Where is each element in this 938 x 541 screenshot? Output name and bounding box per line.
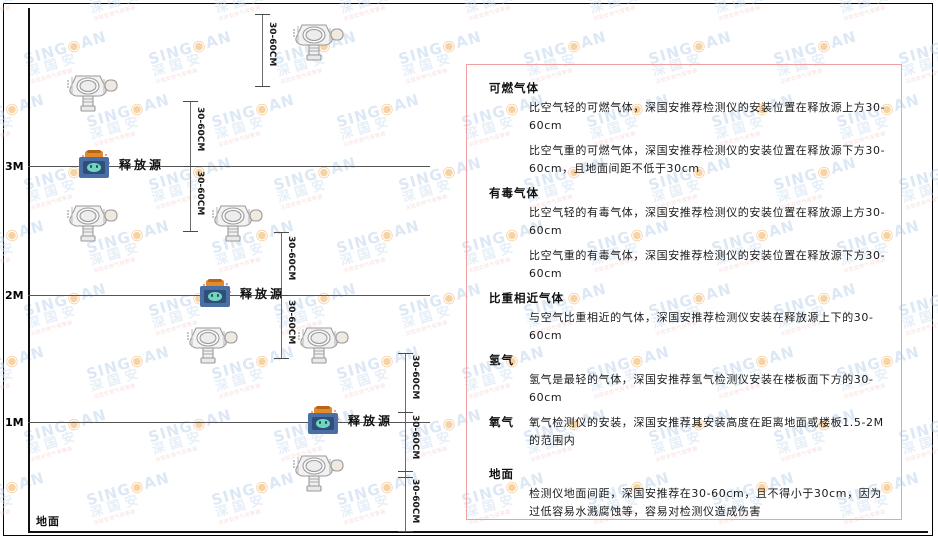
level-line-1m — [28, 422, 430, 423]
dimension-label: 30-60CM — [410, 479, 420, 524]
release-source-icon — [78, 150, 110, 178]
panel-section-title: 氧气 — [489, 415, 514, 429]
panel-section-paragraph: 与空气比重相近的气体，深国安推荐检测仪安装在释放源上下的30-60cm — [529, 311, 874, 342]
release-source-2m: 释放源 — [199, 279, 285, 307]
dimension-label: 30-60CM — [195, 107, 205, 152]
gas-detector-icon — [297, 322, 353, 366]
panel-section: 比重相近气体与空气比重相近的气体，深国安推荐检测仪安装在释放源上下的30-60c… — [481, 290, 887, 345]
dimension-label: 30-60CM — [410, 355, 420, 400]
ground-axis — [28, 531, 928, 533]
dimension-label: 30-60CM — [286, 300, 296, 345]
dimension-label: 30-60CM — [195, 171, 205, 216]
dimension-label: 30-60CM — [286, 236, 296, 281]
panel-section: 可燃气体比空气轻的可燃气体，深国安推荐检测仪的安装位置在释放源上方30-60cm… — [481, 80, 887, 178]
panel-section: 地面检测仪地面间距，深国安推荐在30-60cm，且不得小于30cm，因为过低容易… — [481, 466, 887, 521]
panel-section: 氧气 氧气检测仪的安装，深国安推荐其安装高度在距离地面或楼板1.5-2M的范围内 — [481, 414, 887, 450]
panel-section-paragraph: 氢气是最轻的气体，深国安推荐氢气检测仪安装在楼板面下方的30-60cm — [529, 373, 874, 404]
level-label-1m: 1M — [5, 416, 24, 429]
release-source-3m: 释放源 — [78, 150, 164, 178]
release-source-label: 释放源 — [240, 286, 286, 301]
vertical-axis — [28, 8, 30, 532]
dimension-label: 30-60CM — [410, 415, 420, 460]
gas-detector-icon — [66, 70, 122, 114]
panel-section-paragraph: 检测仪地面间距，深国安推荐在30-60cm，且不得小于30cm，因为过低容易水溅… — [529, 487, 882, 518]
release-source-icon — [199, 279, 231, 307]
gas-detector-icon — [292, 19, 348, 63]
panel-section-title: 比重相近气体 — [489, 291, 564, 305]
release-source-1m: 释放源 — [307, 406, 393, 434]
gas-detector-icon — [186, 322, 242, 366]
level-line-3m — [28, 166, 430, 167]
gas-detector-icon — [66, 200, 122, 244]
panel-section: 氢气氢气是最轻的气体，深国安推荐氢气检测仪安装在楼板面下方的30-60cm — [481, 352, 887, 407]
panel-section-title: 有毒气体 — [489, 186, 539, 200]
panel-section-paragraph: 比空气轻的可燃气体，深国安推荐检测仪的安装位置在释放源上方30-60cm — [529, 101, 886, 132]
outer-frame — [3, 3, 933, 536]
gas-detector-icon — [211, 200, 267, 244]
panel-section: 有毒气体比空气轻的有毒气体，深国安推荐检测仪的安装位置在释放源上方30-60cm… — [481, 185, 887, 283]
panel-section-title: 氢气 — [489, 353, 514, 367]
level-label-3m: 3M — [5, 160, 24, 173]
info-panel: 可燃气体比空气轻的可燃气体，深国安推荐检测仪的安装位置在释放源上方30-60cm… — [466, 64, 902, 520]
level-label-2m: 2M — [5, 289, 24, 302]
gas-detector-icon — [292, 450, 348, 494]
panel-section-paragraph: 比空气重的有毒气体，深国安推荐检测仪的安装位置在释放源下方30-60cm — [529, 249, 886, 280]
release-source-icon — [307, 406, 339, 434]
ground-label: 地面 — [36, 515, 60, 528]
release-source-label: 释放源 — [119, 157, 165, 172]
dimension-label: 30-60CM — [267, 22, 277, 67]
panel-section-paragraph: 比空气轻的有毒气体，深国安推荐检测仪的安装位置在释放源上方30-60cm — [529, 206, 886, 237]
release-source-label: 释放源 — [348, 413, 394, 428]
panel-section-title: 可燃气体 — [489, 81, 539, 95]
panel-section-paragraph: 氧气检测仪的安装，深国安推荐其安装高度在距离地面或楼板1.5-2M的范围内 — [529, 416, 884, 447]
panel-section-paragraph: 比空气重的可燃气体，深国安推荐检测仪的安装位置在释放源下方30-60cm，且地面… — [529, 144, 886, 175]
panel-section-title: 地面 — [489, 467, 514, 481]
